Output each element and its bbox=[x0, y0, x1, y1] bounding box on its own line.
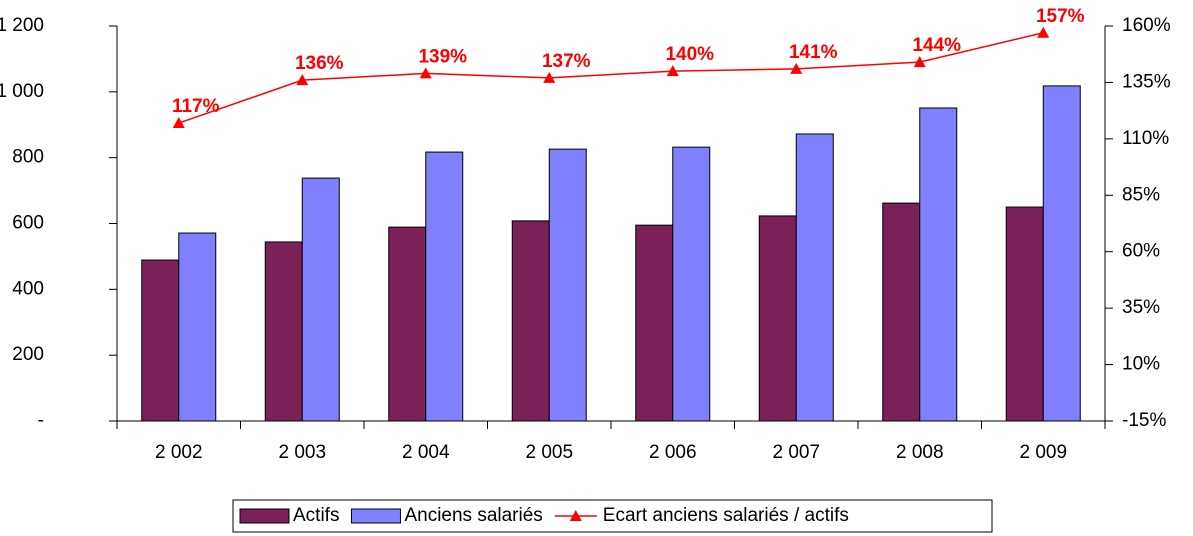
bar bbox=[1005, 206, 1044, 422]
bar bbox=[301, 177, 340, 422]
x-tick-label: 2 007 bbox=[772, 442, 820, 463]
bar bbox=[511, 220, 550, 422]
y2-tick-label: 135% bbox=[1122, 71, 1171, 92]
data-label: 144% bbox=[912, 35, 961, 56]
marker bbox=[296, 74, 309, 86]
x-tick-label: 2 008 bbox=[896, 442, 944, 463]
legend-label: Actifs bbox=[293, 505, 339, 526]
marker bbox=[666, 65, 679, 77]
y2-tick-label: 10% bbox=[1122, 354, 1160, 375]
data-label: 117% bbox=[172, 96, 220, 117]
bar bbox=[672, 146, 711, 422]
y2-tick-label: 160% bbox=[1122, 15, 1171, 36]
marker bbox=[913, 56, 926, 68]
bar bbox=[882, 202, 921, 422]
data-label: 140% bbox=[665, 44, 714, 65]
x-tick-label: 2 005 bbox=[525, 442, 573, 463]
y-tick-label: 400 bbox=[12, 278, 44, 299]
marker bbox=[419, 67, 432, 79]
y-tick-label: 1 000 bbox=[0, 81, 44, 102]
bar bbox=[635, 224, 674, 422]
bar bbox=[758, 215, 797, 422]
bar bbox=[425, 151, 464, 422]
data-label: 139% bbox=[418, 46, 467, 67]
x-tick-label: 2 002 bbox=[155, 442, 203, 463]
x-tick-label: 2 006 bbox=[649, 442, 697, 463]
bar bbox=[388, 226, 427, 422]
bar bbox=[1042, 85, 1081, 422]
x-tick-label: 2 004 bbox=[402, 442, 450, 463]
bar bbox=[264, 241, 303, 422]
x-tick-label: 2 009 bbox=[1019, 442, 1067, 463]
y-tick-label: 200 bbox=[12, 344, 44, 365]
y2-tick-label: 35% bbox=[1122, 297, 1160, 318]
data-label: 141% bbox=[789, 42, 838, 63]
legend-label: Ecart anciens salariés / actifs bbox=[603, 505, 849, 526]
bar bbox=[548, 148, 587, 422]
y-tick-label: 600 bbox=[12, 213, 44, 234]
bar bbox=[141, 259, 180, 422]
y-tick-label: 800 bbox=[12, 147, 44, 168]
data-label: 137% bbox=[542, 51, 591, 72]
legend-label: Anciens salariés bbox=[404, 505, 542, 526]
legend-swatch bbox=[350, 508, 401, 524]
bar bbox=[178, 232, 217, 422]
marker bbox=[790, 62, 803, 74]
legend-marker bbox=[569, 510, 582, 521]
y-tick-label: 1 200 bbox=[0, 15, 44, 36]
x-tick-label: 2 003 bbox=[278, 442, 326, 463]
y2-tick-label: 85% bbox=[1122, 184, 1160, 205]
marker bbox=[543, 71, 556, 83]
y2-tick-label: 60% bbox=[1122, 241, 1160, 262]
line bbox=[178, 32, 1044, 124]
bar bbox=[919, 107, 958, 422]
data-label: 157% bbox=[1036, 6, 1085, 27]
y-tick-label: - bbox=[38, 410, 44, 431]
y2-tick-label: 110% bbox=[1122, 128, 1169, 149]
marker bbox=[1037, 26, 1050, 38]
data-label: 136% bbox=[295, 53, 344, 74]
y2-tick-label: -15% bbox=[1122, 410, 1166, 431]
marker bbox=[172, 117, 185, 129]
legend-swatch bbox=[239, 508, 290, 524]
bar bbox=[795, 133, 834, 422]
